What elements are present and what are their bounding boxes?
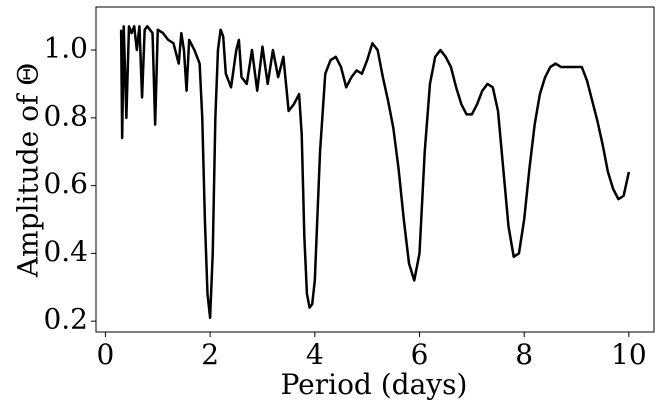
x-tick-label: 8 <box>515 338 533 371</box>
x-tick-label: 4 <box>306 338 324 371</box>
y-axis-label: Amplitude of Θ <box>12 63 45 278</box>
y-tick-label: 0.8 <box>43 99 88 132</box>
plot-frame <box>95 6 655 333</box>
y-tick-label: 0.2 <box>43 303 88 336</box>
x-tick-label: 6 <box>411 338 429 371</box>
data-line <box>119 25 631 320</box>
y-tick-label: 0.4 <box>43 235 88 268</box>
x-axis-label: Period (days) <box>281 368 468 401</box>
y-tick-label: 0.6 <box>43 167 88 200</box>
y-tick-label: 1.0 <box>43 32 88 65</box>
x-tick-label: 0 <box>97 338 115 371</box>
x-tick-label: 2 <box>201 338 219 371</box>
x-tick-label: 10 <box>611 338 647 371</box>
